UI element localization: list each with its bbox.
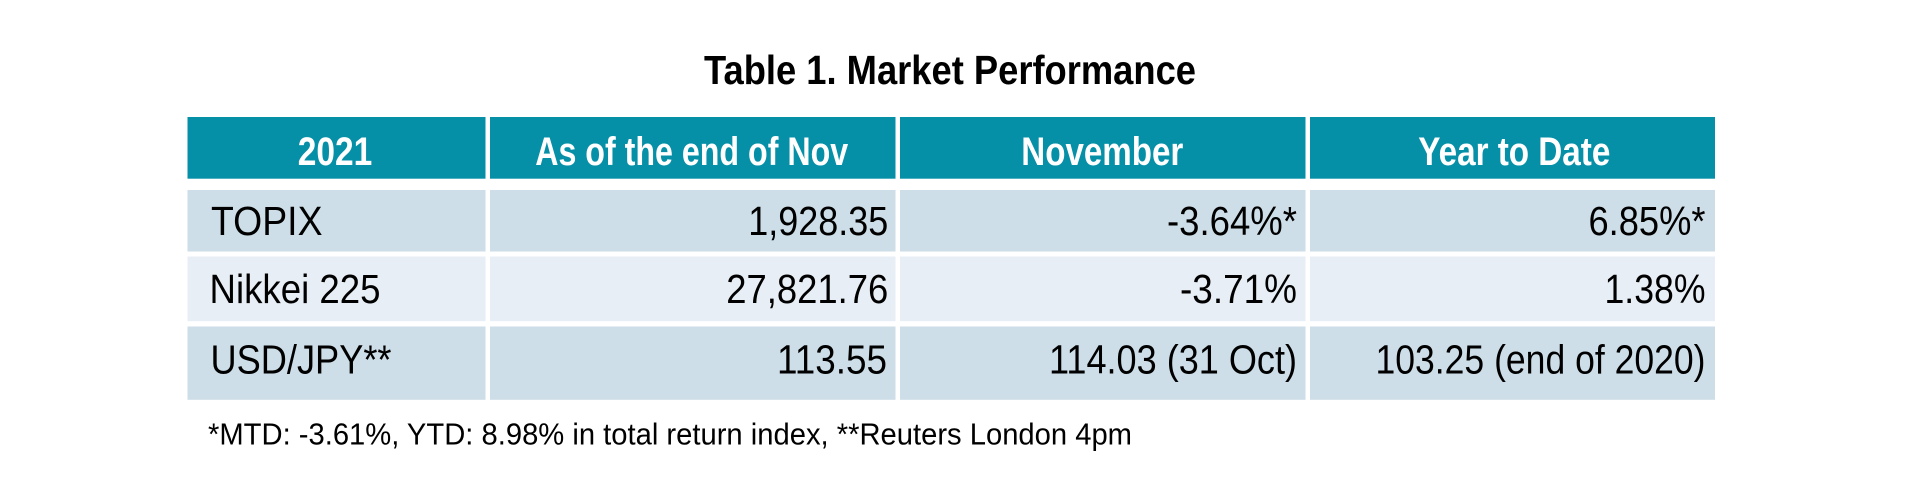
svg-text:6.85%*: 6.85%* <box>1589 198 1706 244</box>
svg-text:As of the end of Nov: As of the end of Nov <box>535 130 849 174</box>
svg-text:113.55: 113.55 <box>777 337 887 383</box>
svg-text:November: November <box>1021 130 1183 174</box>
svg-text:27,821.76: 27,821.76 <box>726 266 888 312</box>
svg-text:Nikkei 225: Nikkei 225 <box>210 266 381 312</box>
svg-text:*MTD: -3.61%, YTD: 8.98% in to: *MTD: -3.61%, YTD: 8.98% in total return… <box>208 417 1132 452</box>
svg-text:TOPIX: TOPIX <box>211 198 323 244</box>
svg-text:-3.64%*: -3.64%* <box>1167 198 1297 244</box>
svg-text:USD/JPY**: USD/JPY** <box>211 337 392 383</box>
svg-text:103.25 (end of 2020): 103.25 (end of 2020) <box>1376 337 1706 383</box>
svg-text:1,928.35: 1,928.35 <box>748 198 888 244</box>
svg-text:Year to Date: Year to Date <box>1418 130 1610 174</box>
svg-text:Table 1. Market Performance: Table 1. Market Performance <box>704 47 1196 93</box>
svg-text:114.03 (31 Oct): 114.03 (31 Oct) <box>1049 337 1297 383</box>
svg-text:2021: 2021 <box>298 130 373 174</box>
svg-text:1.38%: 1.38% <box>1605 266 1706 312</box>
svg-text:-3.71%: -3.71% <box>1180 266 1297 312</box>
